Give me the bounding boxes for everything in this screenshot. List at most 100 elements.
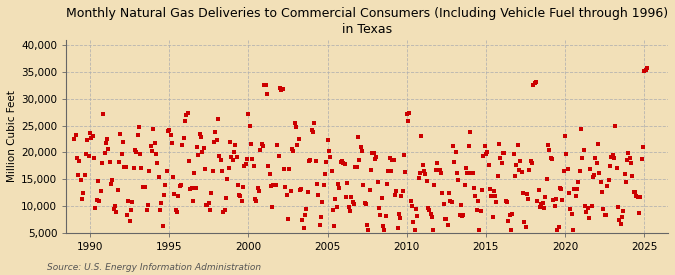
Point xyxy=(544,147,555,152)
Point xyxy=(210,130,221,134)
Point xyxy=(207,169,218,174)
Point xyxy=(211,138,222,143)
Point xyxy=(215,158,226,163)
Point xyxy=(478,154,489,158)
Point xyxy=(496,161,507,166)
Point xyxy=(506,228,516,232)
Point xyxy=(406,204,417,208)
Point xyxy=(396,193,407,198)
Point xyxy=(462,171,473,175)
Point xyxy=(385,169,396,173)
Point xyxy=(203,201,214,206)
Point xyxy=(246,142,256,146)
Point xyxy=(481,152,491,156)
Point xyxy=(410,207,421,211)
Point xyxy=(276,88,287,92)
Point xyxy=(394,212,404,216)
Point xyxy=(384,156,395,161)
Point xyxy=(142,203,153,207)
Point xyxy=(240,162,251,166)
Point xyxy=(363,228,374,232)
Point xyxy=(312,181,323,186)
Point xyxy=(265,184,276,188)
Point xyxy=(247,157,258,161)
Point xyxy=(80,173,90,178)
Point xyxy=(280,185,291,189)
Point xyxy=(460,182,470,187)
Title: Monthly Natural Gas Deliveries to Commercial Consumers (Including Vehicle Fuel t: Monthly Natural Gas Deliveries to Commer… xyxy=(66,7,668,36)
Point xyxy=(388,158,399,162)
Point xyxy=(283,217,294,222)
Point xyxy=(502,200,512,204)
Point xyxy=(387,157,398,162)
Point xyxy=(206,191,217,195)
Point xyxy=(294,188,305,192)
Point xyxy=(568,228,578,232)
Point xyxy=(605,163,616,168)
Point xyxy=(609,156,620,160)
Point xyxy=(424,207,435,212)
Point xyxy=(290,125,301,129)
Point xyxy=(574,169,585,173)
Point xyxy=(578,147,589,152)
Point xyxy=(335,160,346,164)
Point xyxy=(373,179,383,184)
Point xyxy=(556,187,566,191)
Point xyxy=(362,223,373,227)
Point xyxy=(271,183,281,188)
Point xyxy=(560,134,570,138)
Point xyxy=(417,163,428,167)
Point xyxy=(608,152,618,157)
Point xyxy=(472,199,483,203)
Point xyxy=(400,170,411,174)
Point xyxy=(132,133,143,137)
Point xyxy=(603,178,614,183)
Point xyxy=(86,136,97,140)
Point xyxy=(251,199,262,204)
Point xyxy=(205,208,215,212)
Point xyxy=(171,210,182,214)
Point xyxy=(485,187,495,192)
Point xyxy=(454,213,465,217)
Point xyxy=(275,86,286,90)
Point xyxy=(437,191,448,195)
Point xyxy=(159,192,169,197)
Point xyxy=(184,159,194,163)
Point xyxy=(217,169,227,173)
Point xyxy=(414,170,425,175)
Point xyxy=(520,225,531,229)
Point xyxy=(431,168,441,172)
Point xyxy=(594,170,605,175)
Point xyxy=(504,213,515,218)
Point xyxy=(234,193,244,197)
Point xyxy=(337,158,348,163)
Point xyxy=(487,214,498,219)
Point xyxy=(198,146,209,150)
Point xyxy=(169,192,180,197)
Point xyxy=(402,111,412,116)
Point xyxy=(425,212,436,217)
Point xyxy=(591,161,602,165)
Point xyxy=(443,190,454,195)
Point xyxy=(260,82,271,87)
Point xyxy=(416,133,427,138)
Point xyxy=(490,193,501,198)
Point xyxy=(165,133,176,137)
Point xyxy=(123,199,134,203)
Point xyxy=(446,200,457,204)
Point xyxy=(255,148,266,152)
Point xyxy=(529,81,540,85)
Point xyxy=(267,204,277,209)
Point xyxy=(185,186,196,191)
Point xyxy=(235,194,246,199)
Point xyxy=(160,183,171,188)
Point xyxy=(228,149,239,154)
Point xyxy=(222,177,233,181)
Point xyxy=(202,203,213,208)
Point xyxy=(493,141,504,146)
Point xyxy=(302,189,313,194)
Point xyxy=(236,198,247,203)
Point xyxy=(155,208,165,212)
Point xyxy=(88,156,99,160)
Point xyxy=(296,187,306,191)
